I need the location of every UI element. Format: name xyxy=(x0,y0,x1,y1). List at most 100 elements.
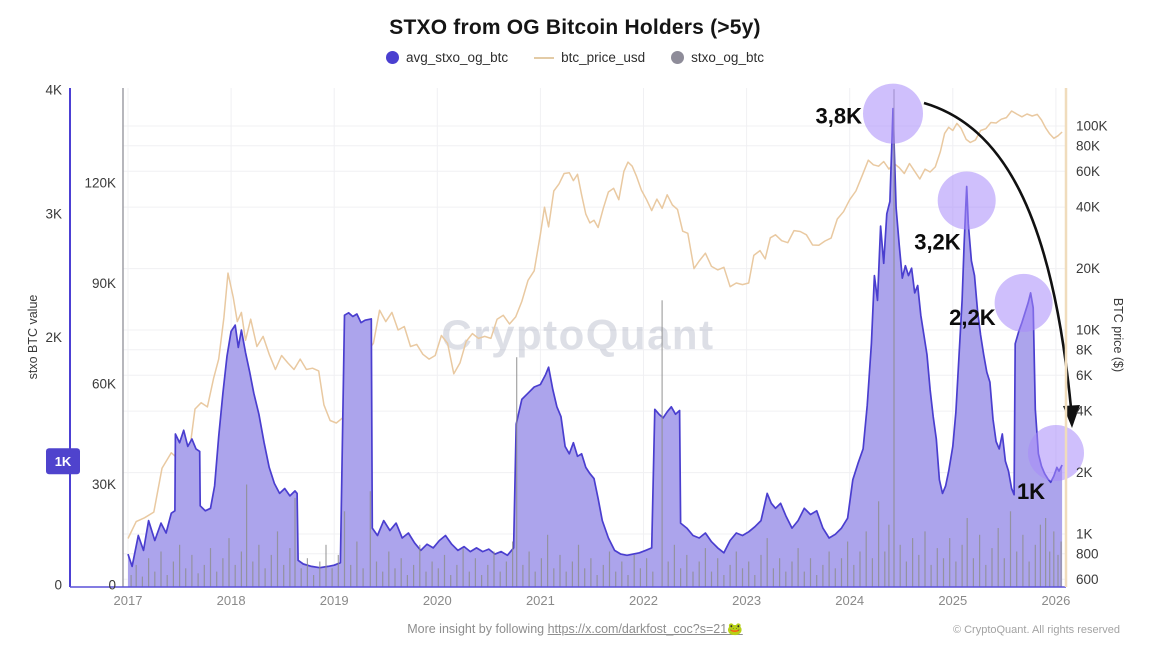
stxo-bar xyxy=(141,576,143,587)
stxo-bar xyxy=(936,548,938,587)
stxo-bar xyxy=(319,561,321,587)
stxo-bar xyxy=(276,531,279,587)
right-axis-tick: 100K xyxy=(1076,119,1108,134)
stxo-bar xyxy=(135,564,137,587)
stxo-bar xyxy=(596,575,598,587)
stxo-bar xyxy=(735,551,737,587)
right-axis-tick: 4K xyxy=(1076,404,1093,419)
stxo-bar xyxy=(331,568,333,588)
stxo-bar xyxy=(228,538,230,587)
stxo-bar xyxy=(559,554,561,587)
legend-item-stxo[interactable]: stxo_og_btc xyxy=(671,50,764,65)
right-axis-tick: 800 xyxy=(1076,546,1099,561)
stxo-bar xyxy=(646,558,648,587)
legend-item-avg-stxo[interactable]: avg_stxo_og_btc xyxy=(386,50,508,65)
peak-highlight-circle xyxy=(994,273,1053,332)
right-axis-tick: 2K xyxy=(1076,465,1093,480)
x-axis-tick: 2023 xyxy=(732,593,761,608)
stxo-bar xyxy=(661,300,663,588)
stxo-bar xyxy=(1039,524,1041,587)
legend-label: btc_price_usd xyxy=(561,50,646,65)
footer-link[interactable]: https://x.com/darkfost_coc?s=21🐸 xyxy=(547,622,743,636)
copyright-text: © CryptoQuant. All rights reserved xyxy=(952,624,1120,636)
stxo-bar xyxy=(1049,551,1051,587)
stxo-bar xyxy=(528,551,530,587)
stxo-bar xyxy=(419,544,421,587)
stxo-bar xyxy=(924,531,926,587)
stxo-bar xyxy=(741,568,744,588)
peak-value-label: 1K xyxy=(1017,479,1045,504)
stxo-bar xyxy=(899,544,901,587)
stxo-bar xyxy=(1060,541,1062,587)
stxo-bar xyxy=(878,501,880,588)
stxo-bar xyxy=(1009,511,1012,587)
stxo-bar xyxy=(955,561,957,587)
stxo-bar xyxy=(252,561,254,587)
stxo-bar xyxy=(522,564,524,587)
stxo-bar xyxy=(602,564,604,587)
current-value-badge-label: 1K xyxy=(55,454,72,469)
stxo-bar xyxy=(343,511,346,587)
stxo-marker-icon xyxy=(671,51,685,64)
stxo-bar xyxy=(918,554,920,587)
stxo-bar xyxy=(865,531,867,587)
stxo-bar xyxy=(1045,518,1047,587)
stxo-bar xyxy=(350,564,352,587)
stxo-bar xyxy=(698,561,700,587)
trend-arrow xyxy=(923,101,1073,409)
stxo-bar xyxy=(608,551,611,587)
stxo-bar xyxy=(961,544,963,587)
x-axis-tick: 2026 xyxy=(1041,593,1070,608)
right-axis-tick: 60K xyxy=(1076,164,1100,179)
stxo-bar xyxy=(289,548,291,587)
x-axis-tick: 2021 xyxy=(526,593,555,608)
left-axis-current-value-badge xyxy=(46,448,80,475)
x-axis-tick: 2018 xyxy=(217,593,246,608)
stxo-bar xyxy=(930,564,932,587)
footer-text: More insight by following xyxy=(407,622,548,636)
stxo-bar xyxy=(294,497,296,587)
peak-highlight-circle xyxy=(863,83,923,144)
stxo-bar xyxy=(493,551,495,587)
right-axis-tick: 80K xyxy=(1076,138,1100,153)
stxo-bar xyxy=(888,524,890,587)
stxo-bar xyxy=(487,564,489,587)
stxo-bar xyxy=(834,568,836,588)
stxo-bar xyxy=(160,551,162,587)
stxo-bar xyxy=(369,491,371,587)
btc-price-marker-icon xyxy=(534,56,555,59)
stxo-bar xyxy=(785,571,787,587)
x-axis-tick: 2025 xyxy=(938,593,967,608)
stxo-bar xyxy=(154,571,156,587)
stxo-bar xyxy=(791,561,793,587)
stxo-bar xyxy=(871,558,873,587)
legend-item-btc-price[interactable]: btc_price_usd xyxy=(534,50,645,65)
left2-axis-tick: 60K xyxy=(92,377,116,392)
stxo-bar xyxy=(1016,551,1018,587)
page-title: STXO from OG Bitcoin Holders (>5y) xyxy=(389,16,761,39)
stxo-bar xyxy=(337,554,339,587)
stxo-bar xyxy=(673,544,675,587)
stxo-bar xyxy=(306,558,308,587)
stxo-bar xyxy=(553,568,555,588)
peak-value-label: 3,2K xyxy=(914,230,961,255)
legend-label: stxo_og_btc xyxy=(691,50,764,65)
stxo-bar xyxy=(1034,544,1036,587)
stxo-bar xyxy=(240,551,242,587)
stxo-bar xyxy=(382,571,384,587)
stxo-bar xyxy=(723,575,725,587)
left-axis-tick: 3K xyxy=(45,206,62,221)
stxo-bar xyxy=(884,551,886,587)
stxo-bar xyxy=(258,544,260,587)
right-axis-tick: 6K xyxy=(1076,368,1093,383)
stxo-bar xyxy=(1057,554,1059,587)
stxo-bar xyxy=(1003,558,1005,587)
left2-axis-tick: 0 xyxy=(108,578,116,593)
stxo-bar xyxy=(997,528,999,587)
stxo-bar xyxy=(431,561,433,587)
stxo-bar xyxy=(283,564,285,587)
stxo-bar xyxy=(912,538,914,587)
stxo-bar xyxy=(565,571,567,587)
x-axis-tick: 2024 xyxy=(835,593,864,608)
